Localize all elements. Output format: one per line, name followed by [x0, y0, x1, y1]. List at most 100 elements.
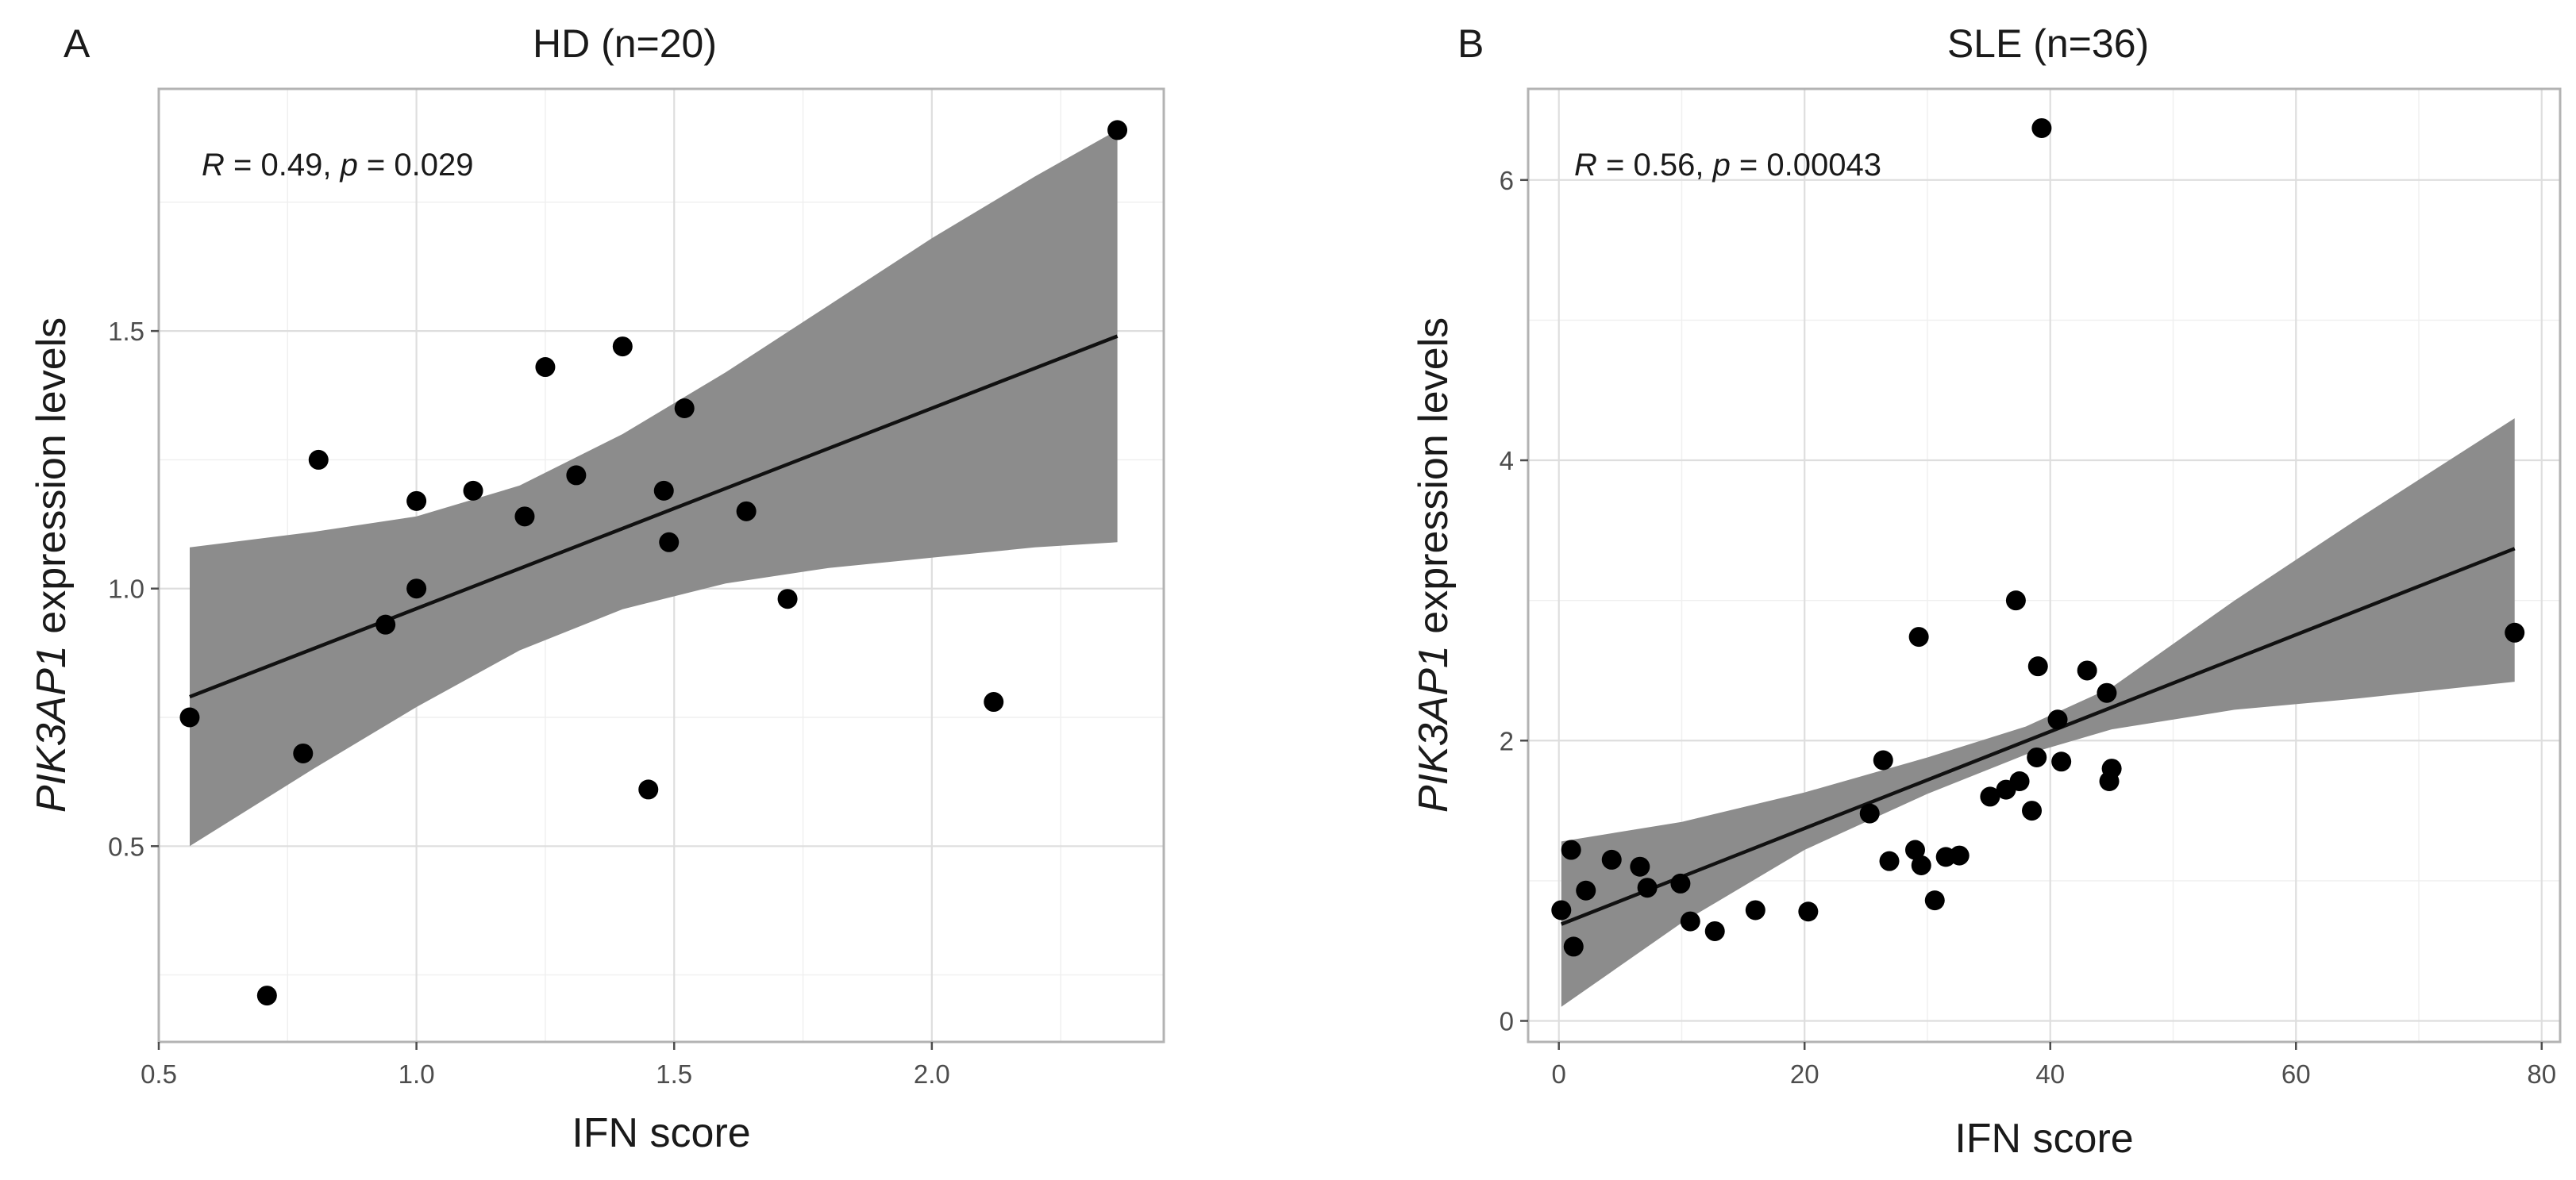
panel-b-y-tick-labels: 0 2 4 6 — [1500, 166, 1514, 1036]
panel-a-regression-line — [189, 334, 1119, 699]
panel-a-x-tick-label: 2.0 — [914, 1059, 950, 1089]
panel-b-x-tick-labels: 0 20 40 60 80 — [1552, 1059, 2557, 1089]
panel-b-data-point — [2077, 660, 2097, 681]
panel-b-title: SLE (n=36) — [1947, 21, 2149, 66]
panel-a-data-point — [674, 398, 695, 418]
panel-b: B SLE (n=36) 0 20 40 60 80 0 2 4 6 R = 0.56, p … — [1411, 21, 2562, 1162]
panel-b-stats-annotation: R = 0.56, p = 0.00043 — [1574, 148, 1881, 183]
panel-b-data-point — [1563, 936, 1584, 957]
panel-a-y-tick-labels: 0.5 1.0 1.5 — [108, 317, 144, 861]
panel-b-y-tick-label: 2 — [1500, 726, 1514, 755]
panel-a-data-point — [293, 743, 314, 763]
panel-a-data-point — [514, 506, 535, 527]
panel-b-data-point — [1561, 840, 1581, 860]
panel-b-data-point — [2027, 656, 2048, 677]
panel-a-data-point — [406, 490, 427, 511]
panel-b-confidence-band — [1561, 418, 2515, 1007]
panel-a-data-point — [777, 589, 798, 609]
panel-b-data-point — [1630, 856, 1650, 877]
panel-b-x-axis-label: IFN score — [1954, 1116, 2133, 1162]
panel-b-data-point — [1879, 851, 1900, 871]
panel-b-data-point — [1576, 880, 1596, 901]
panel-b-data-point — [1798, 901, 1819, 922]
panel-a: A HD (n=20) 0.5 1.0 1.5 2.0 0.5 1.0 1.5 R = 0… — [29, 21, 1165, 1156]
panel-b-data-point — [1873, 750, 1893, 771]
panel-b-y-tick-label: 0 — [1500, 1007, 1514, 1036]
panel-b-regression-line — [1560, 547, 2516, 926]
panel-b-data-point — [1551, 900, 1572, 921]
panel-b-data-point — [2051, 751, 2072, 772]
panel-b-data-point — [1680, 911, 1700, 932]
panel-a-data-point — [179, 707, 200, 728]
panel-a-data-point — [653, 480, 674, 501]
panel-a-data-point — [612, 336, 633, 357]
panel-b-x-tick-label: 20 — [1790, 1059, 1819, 1089]
panel-a-data-point — [736, 501, 757, 521]
panel-a-x-axis-label: IFN score — [572, 1110, 750, 1156]
panel-b-data-point — [1601, 849, 1622, 870]
panel-a-ticks — [151, 329, 934, 1050]
panel-a-data-point — [406, 578, 427, 599]
panel-b-y-axis-label: PIK3AP1 expression levels — [1411, 317, 1457, 813]
panel-b-data-point — [1905, 840, 1925, 860]
panel-b-data-point — [2031, 117, 2052, 138]
panel-a-fit-line — [189, 334, 1119, 699]
panel-a-data-point — [308, 449, 329, 470]
panel-b-data-point — [1859, 803, 1880, 824]
panel-b-x-tick-label: 60 — [2281, 1059, 2311, 1089]
panel-b-data-point — [1637, 878, 1658, 898]
panel-b-points — [1551, 117, 2525, 957]
panel-b-ci-band — [1561, 418, 2515, 1007]
panel-a-data-point — [535, 357, 556, 378]
panel-a-x-tick-label: 1.5 — [656, 1059, 692, 1089]
panel-a-x-tick-labels: 0.5 1.0 1.5 2.0 — [141, 1059, 950, 1089]
panel-b-data-point — [1908, 627, 1929, 648]
panel-b-x-tick-label: 80 — [2527, 1059, 2556, 1089]
panel-a-data-point — [659, 532, 680, 552]
panel-b-letter: B — [1457, 21, 1484, 66]
panel-b-data-point — [1949, 845, 1970, 866]
panel-a-x-tick-label: 1.0 — [399, 1059, 435, 1089]
panel-b-data-point — [2022, 801, 2043, 821]
panel-b-data-point — [2097, 682, 2117, 703]
panel-a-data-point — [638, 779, 659, 800]
panel-a-y-axis-label: PIK3AP1 expression levels — [29, 317, 75, 813]
panel-b-data-point — [2005, 590, 2026, 611]
panel-a-stats-annotation: R = 0.49, p = 0.029 — [202, 148, 474, 183]
panel-b-x-tick-label: 40 — [2035, 1059, 2065, 1089]
panel-a-confidence-band — [190, 129, 1118, 847]
panel-b-data-point — [1704, 921, 1725, 941]
panel-a-y-tick-label: 1.0 — [108, 575, 144, 604]
panel-b-data-point — [1670, 873, 1691, 894]
panel-a-data-point — [256, 986, 277, 1006]
panel-a-ci-band — [190, 129, 1118, 847]
panel-b-ticks — [1520, 179, 2543, 1050]
panel-a-y-tick-label: 0.5 — [108, 832, 144, 861]
panel-b-data-point — [2027, 747, 2047, 767]
panel-b-data-point — [2047, 709, 2068, 730]
panel-b-data-point — [1911, 855, 1931, 875]
panel-b-data-point — [1980, 786, 2000, 807]
panel-b-y-tick-label: 6 — [1500, 166, 1514, 195]
panel-a-points — [179, 120, 1128, 1006]
panel-a-data-point — [1107, 120, 1128, 140]
panel-b-data-point — [2009, 771, 2030, 791]
panel-a-title: HD (n=20) — [533, 21, 717, 66]
panel-b-data-point — [2101, 759, 2122, 779]
panel-b-data-point — [1745, 900, 1765, 921]
panel-a-frame — [157, 87, 1165, 1044]
panel-a-data-point — [566, 465, 587, 486]
panel-a-x-tick-label: 0.5 — [141, 1059, 177, 1089]
panel-b-x-tick-label: 0 — [1552, 1059, 1566, 1089]
panel-a-data-point — [984, 692, 1004, 713]
panel-b-data-point — [2505, 622, 2525, 643]
panel-b-y-tick-label: 4 — [1500, 446, 1514, 475]
panel-b-frame — [1527, 87, 2562, 1044]
panel-a-data-point — [375, 614, 396, 635]
panel-a-y-tick-label: 1.5 — [108, 317, 144, 346]
panel-a-letter: A — [64, 21, 90, 66]
panel-b-fit-line — [1560, 547, 2516, 926]
panel-a-data-point — [463, 480, 483, 501]
panel-b-data-point — [1924, 890, 1945, 911]
